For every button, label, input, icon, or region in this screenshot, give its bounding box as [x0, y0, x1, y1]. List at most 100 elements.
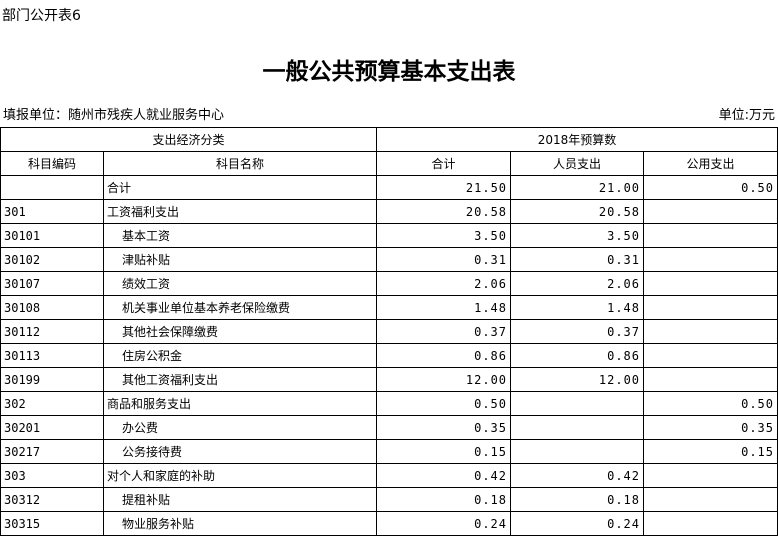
- cell-personnel: 0.24: [510, 511, 645, 536]
- table-row: 30107 绩效工资 2.06 2.06: [0, 271, 778, 296]
- cell-personnel: 0.86: [510, 343, 645, 368]
- cell-name: 绩效工资: [102, 271, 378, 296]
- table-row: 30217 公务接待费 0.15 0.15: [0, 439, 778, 464]
- cell-total: 1.48: [376, 295, 512, 320]
- table-row: 30201 办公费 0.35 0.35: [0, 415, 778, 440]
- cell-public: [643, 487, 778, 512]
- cell-total: 0.86: [376, 343, 512, 368]
- cell-public: [643, 511, 778, 536]
- cell-total: 0.15: [376, 439, 512, 464]
- cell-personnel: 21.00: [510, 175, 645, 200]
- cell-public: [643, 247, 778, 272]
- reporting-unit: 填报单位：随州市残疾人就业服务中心: [3, 108, 225, 123]
- cell-personnel: [510, 391, 645, 416]
- cell-public: [643, 295, 778, 320]
- cell-code: 30107: [0, 271, 104, 296]
- cell-personnel: [510, 415, 645, 440]
- cell-total: 12.00: [376, 367, 512, 392]
- table-row: 30113 住房公积金 0.86 0.86: [0, 343, 778, 368]
- cell-name: 物业服务补贴: [102, 511, 378, 536]
- cell-code: 302: [0, 391, 104, 416]
- cell-code: 303: [0, 463, 104, 488]
- cell-total: 0.18: [376, 487, 512, 512]
- cell-name: 其他社会保障缴费: [102, 319, 378, 344]
- cell-public: [643, 223, 778, 248]
- cell-name: 工资福利支出: [102, 199, 378, 224]
- cell-total: 3.50: [376, 223, 512, 248]
- table-number-label: 部门公开表6: [2, 8, 81, 24]
- cell-total: 2.06: [376, 271, 512, 296]
- cell-personnel: 1.48: [510, 295, 645, 320]
- cell-code: 30312: [0, 487, 104, 512]
- table-row: 303 对个人和家庭的补助 0.42 0.42: [0, 463, 778, 488]
- cell-total: 20.58: [376, 199, 512, 224]
- cell-code: 30108: [0, 295, 104, 320]
- cell-total: 0.35: [376, 415, 512, 440]
- cell-personnel: 0.37: [510, 319, 645, 344]
- cell-public: [643, 343, 778, 368]
- table-row: 30102 津贴补贴 0.31 0.31: [0, 247, 778, 272]
- cell-public: 0.35: [643, 415, 778, 440]
- table-row: 30315 物业服务补贴 0.24 0.24: [0, 511, 778, 536]
- cell-name: 津贴补贴: [102, 247, 378, 272]
- cell-public: [643, 319, 778, 344]
- header-economic-class: 支出经济分类: [0, 127, 378, 152]
- cell-name: 住房公积金: [102, 343, 378, 368]
- table-row: 301 工资福利支出 20.58 20.58: [0, 199, 778, 224]
- cell-code: 30199: [0, 367, 104, 392]
- cell-code: 30112: [0, 319, 104, 344]
- cell-code: 30102: [0, 247, 104, 272]
- cell-public: [643, 199, 778, 224]
- table-row: 合计 21.50 21.00 0.50: [0, 175, 778, 200]
- cell-name: 提租补贴: [102, 487, 378, 512]
- cell-public: [643, 367, 778, 392]
- table-row: 30101 基本工资 3.50 3.50: [0, 223, 778, 248]
- cell-public: [643, 463, 778, 488]
- cell-name: 公务接待费: [102, 439, 378, 464]
- cell-personnel: 12.00: [510, 367, 645, 392]
- cell-code: [0, 175, 104, 200]
- cell-name: 合计: [102, 175, 378, 200]
- header-public: 公用支出: [643, 151, 778, 176]
- table-row: 30112 其他社会保障缴费 0.37 0.37: [0, 319, 778, 344]
- table-row: 30312 提租补贴 0.18 0.18: [0, 487, 778, 512]
- cell-personnel: 0.31: [510, 247, 645, 272]
- cell-public: [643, 271, 778, 296]
- table-row: 302 商品和服务支出 0.50 0.50: [0, 391, 778, 416]
- cell-personnel: 3.50: [510, 223, 645, 248]
- page-title: 一般公共预算基本支出表: [262, 58, 516, 85]
- cell-code: 30101: [0, 223, 104, 248]
- header-name: 科目名称: [102, 151, 378, 176]
- budget-table: 支出经济分类 2018年预算数 科目编码 科目名称 合计 人员支出 公用支出 合…: [0, 127, 778, 536]
- cell-total: 0.50: [376, 391, 512, 416]
- cell-code: 301: [0, 199, 104, 224]
- header-total: 合计: [376, 151, 512, 176]
- cell-code: 30113: [0, 343, 104, 368]
- cell-code: 30201: [0, 415, 104, 440]
- cell-code: 30315: [0, 511, 104, 536]
- cell-code: 30217: [0, 439, 104, 464]
- cell-personnel: 20.58: [510, 199, 645, 224]
- cell-total: 0.37: [376, 319, 512, 344]
- cell-personnel: 0.18: [510, 487, 645, 512]
- cell-total: 0.24: [376, 511, 512, 536]
- table-row: 30199 其他工资福利支出 12.00 12.00: [0, 367, 778, 392]
- cell-personnel: 2.06: [510, 271, 645, 296]
- header-budget-2018: 2018年预算数: [376, 127, 778, 152]
- cell-total: 0.31: [376, 247, 512, 272]
- cell-personnel: [510, 439, 645, 464]
- header-code: 科目编码: [0, 151, 104, 176]
- cell-name: 办公费: [102, 415, 378, 440]
- cell-name: 商品和服务支出: [102, 391, 378, 416]
- header-personnel: 人员支出: [510, 151, 645, 176]
- table-row: 30108 机关事业单位基本养老保险缴费 1.48 1.48: [0, 295, 778, 320]
- cell-name: 对个人和家庭的补助: [102, 463, 378, 488]
- cell-personnel: 0.42: [510, 463, 645, 488]
- cell-name: 机关事业单位基本养老保险缴费: [102, 295, 378, 320]
- cell-public: 0.15: [643, 439, 778, 464]
- cell-name: 基本工资: [102, 223, 378, 248]
- cell-total: 21.50: [376, 175, 512, 200]
- cell-total: 0.42: [376, 463, 512, 488]
- cell-name: 其他工资福利支出: [102, 367, 378, 392]
- cell-public: 0.50: [643, 391, 778, 416]
